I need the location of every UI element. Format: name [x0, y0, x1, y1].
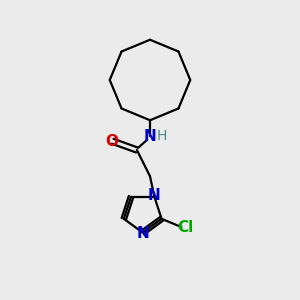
Text: Cl: Cl [177, 220, 193, 235]
Text: N: N [136, 226, 149, 241]
Text: O: O [105, 134, 118, 149]
Text: N: N [148, 188, 161, 203]
Text: N: N [144, 129, 156, 144]
Text: H: H [157, 129, 167, 143]
